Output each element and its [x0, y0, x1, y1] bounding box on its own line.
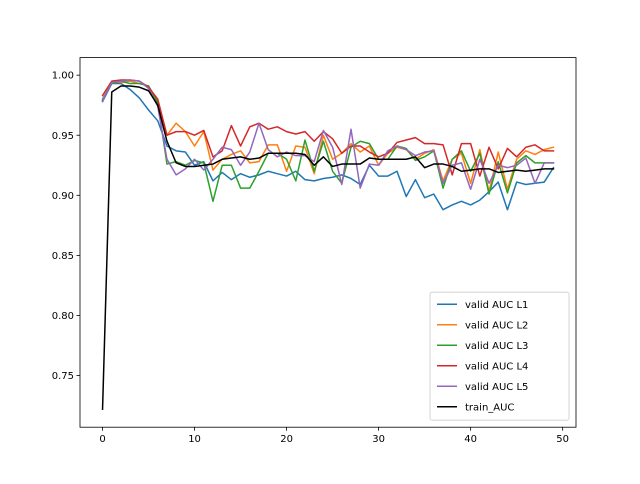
series-line-train-auc — [101, 85, 555, 410]
y-tick-label: 0.80 — [52, 311, 74, 322]
x-tick-label: 0 — [99, 434, 105, 445]
legend-label: valid AUC L1 — [465, 300, 528, 311]
series-line-valid-auc-l5 — [101, 79, 555, 191]
legend-box — [429, 291, 570, 421]
legend-entry: valid AUC L5 — [437, 382, 528, 393]
x-tick-label: 10 — [188, 434, 201, 445]
x-tick-label: 40 — [464, 434, 477, 445]
legend-entry: valid AUC L2 — [437, 321, 528, 332]
y-tick-label: 0.85 — [52, 251, 74, 262]
series-layer — [101, 79, 555, 410]
y-tick-label: 0.75 — [52, 371, 74, 382]
series-line-valid-auc-l4 — [101, 79, 555, 177]
x-tick-label: 50 — [556, 434, 569, 445]
legend-entry: train_AUC — [437, 403, 514, 414]
y-tick-label: 1.00 — [52, 71, 74, 82]
series-line-valid-auc-l3 — [101, 80, 555, 203]
y-tick-label: 0.95 — [52, 131, 74, 142]
legend-entry: valid AUC L4 — [437, 362, 528, 373]
x-tick-label: 30 — [372, 434, 385, 445]
legend-label: valid AUC L4 — [465, 362, 528, 373]
legend-label: valid AUC L3 — [465, 341, 528, 352]
legend-label: valid AUC L2 — [465, 321, 528, 332]
y-tick-label: 0.90 — [52, 191, 74, 202]
series-line-valid-auc-l1 — [101, 82, 555, 211]
legend: valid AUC L1 valid AUC L2 valid AUC L3 vali… — [429, 291, 570, 421]
legend-entry: valid AUC L1 — [437, 300, 528, 311]
x-axis: 0 10 20 30 40 50 — [99, 427, 569, 445]
legend-entry: valid AUC L3 — [437, 341, 528, 352]
y-axis: 0.75 0.80 0.85 0.90 0.95 1.00 — [52, 71, 80, 382]
legend-label: valid AUC L5 — [465, 382, 528, 393]
legend-label: train_AUC — [465, 403, 514, 414]
x-tick-label: 20 — [280, 434, 293, 445]
axes-frame — [79, 57, 577, 428]
